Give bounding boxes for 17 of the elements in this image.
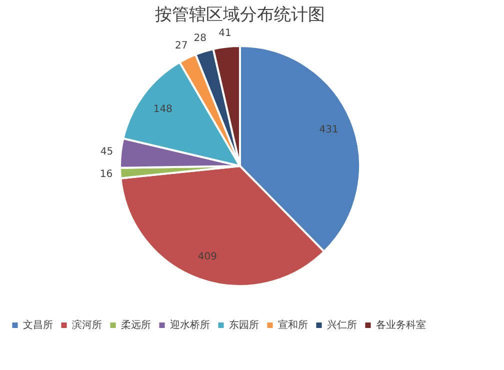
legend-label: 文昌所 (23, 319, 53, 332)
data-label: 45 (100, 146, 114, 158)
legend-label: 各业务科室 (376, 319, 426, 332)
data-label: 28 (194, 33, 207, 44)
data-label: 16 (100, 168, 113, 180)
chart-title: 按管辖区域分布统计图 (155, 4, 325, 25)
data-label: 431 (319, 124, 338, 136)
legend-label: 滨河所 (72, 319, 102, 332)
data-label: 27 (175, 40, 188, 52)
legend-label: 东园所 (229, 319, 259, 332)
data-label: 409 (198, 251, 218, 262)
legend-label: 宣和所 (278, 319, 308, 332)
legend-label: 兴仁所 (327, 319, 357, 332)
legend-label: 柔远所 (121, 319, 151, 332)
legend-label: 迎水桥所 (170, 319, 210, 332)
data-label: 41 (218, 28, 232, 39)
data-label: 148 (153, 104, 172, 115)
